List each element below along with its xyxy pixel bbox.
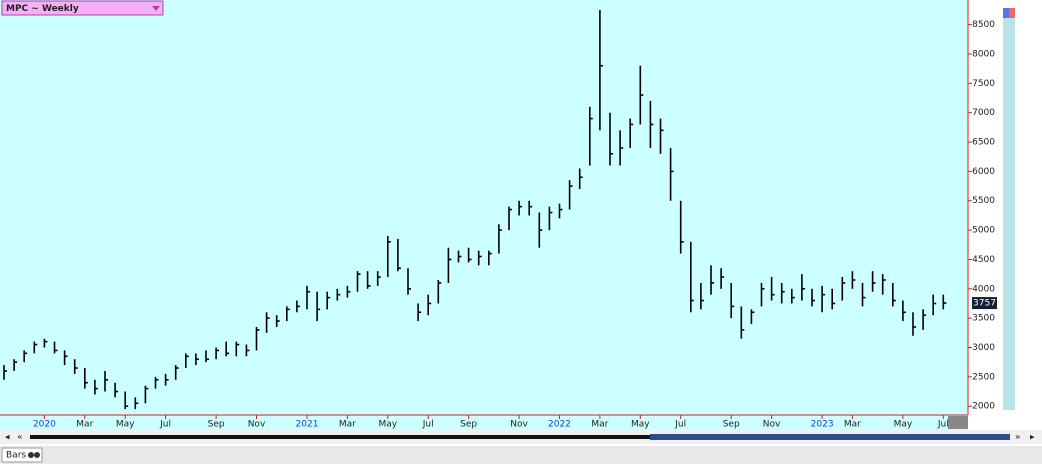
y-tick-label: 5500 bbox=[972, 196, 995, 206]
scroll-left-page[interactable]: « bbox=[17, 433, 23, 443]
side-button[interactable] bbox=[1003, 8, 1009, 18]
tab[interactable] bbox=[1, 447, 43, 463]
dropdown-arrow[interactable] bbox=[152, 6, 160, 11]
x-tick-label: May bbox=[116, 420, 135, 430]
x-tick-label: Mar bbox=[844, 420, 861, 430]
scroll-right-page[interactable]: » bbox=[1015, 433, 1021, 443]
x-tick-label: Nov bbox=[248, 420, 266, 430]
x-tick-label: Mar bbox=[76, 420, 93, 430]
y-tick-label: 6000 bbox=[972, 167, 995, 177]
y-tick-label: 7500 bbox=[972, 79, 995, 89]
scroll-track bbox=[30, 435, 1010, 439]
date-cursor bbox=[948, 416, 968, 429]
x-tick-label: Sep bbox=[460, 420, 477, 430]
scroll-thumb[interactable] bbox=[650, 434, 1010, 440]
y-tick-label: 6500 bbox=[972, 138, 995, 148]
y-tick-label: 7000 bbox=[972, 108, 995, 118]
side-button[interactable] bbox=[1009, 8, 1015, 18]
y-tick-label: 2000 bbox=[972, 402, 995, 412]
x-tick-label: 2020 bbox=[33, 420, 56, 430]
x-tick-label: Jul bbox=[422, 420, 434, 430]
y-tick-label: 4000 bbox=[972, 284, 995, 294]
x-tick-label: May bbox=[631, 420, 650, 430]
y-tick-label: 8000 bbox=[972, 50, 995, 60]
tab-icon[interactable] bbox=[28, 452, 34, 458]
y-tick-label: 2500 bbox=[972, 372, 995, 382]
tab-icon[interactable] bbox=[34, 452, 40, 458]
x-tick-label: 2022 bbox=[548, 420, 571, 430]
tab-bar bbox=[0, 446, 1042, 464]
y-tick-label: 4500 bbox=[972, 255, 995, 265]
title-box[interactable] bbox=[1, 0, 164, 16]
x-tick-label: Mar bbox=[591, 420, 608, 430]
x-tick-label: 2023 bbox=[811, 420, 834, 430]
y-tick-label: 3000 bbox=[972, 343, 995, 353]
last-price-label: 3757 bbox=[973, 299, 996, 309]
x-tick-label: Jul bbox=[159, 420, 171, 430]
x-tick-label: 2021 bbox=[296, 420, 319, 430]
scroll-right[interactable]: ▸ bbox=[1030, 433, 1035, 443]
last-price-box bbox=[972, 297, 997, 310]
x-tick-label: Sep bbox=[723, 420, 740, 430]
x-tick-label: May bbox=[378, 420, 397, 430]
chart-title: MPC ~ Weekly bbox=[6, 4, 79, 14]
x-tick-label: Mar bbox=[339, 420, 356, 430]
tab-label[interactable]: Bars bbox=[6, 451, 26, 461]
scroll-left[interactable]: ◂ bbox=[5, 433, 10, 443]
x-tick-label: Sep bbox=[208, 420, 225, 430]
side-band bbox=[1003, 8, 1015, 410]
y-tick-label: 3500 bbox=[972, 314, 995, 324]
x-tick-label: Nov bbox=[763, 420, 781, 430]
y-tick-label: 5000 bbox=[972, 226, 995, 236]
x-tick-label: Jul bbox=[674, 420, 686, 430]
y-tick-label: 8500 bbox=[972, 20, 995, 30]
x-tick-label: May bbox=[894, 420, 913, 430]
x-tick-label: Nov bbox=[510, 420, 528, 430]
plot-background bbox=[0, 0, 968, 430]
x-tick-label: Jul bbox=[937, 420, 949, 430]
